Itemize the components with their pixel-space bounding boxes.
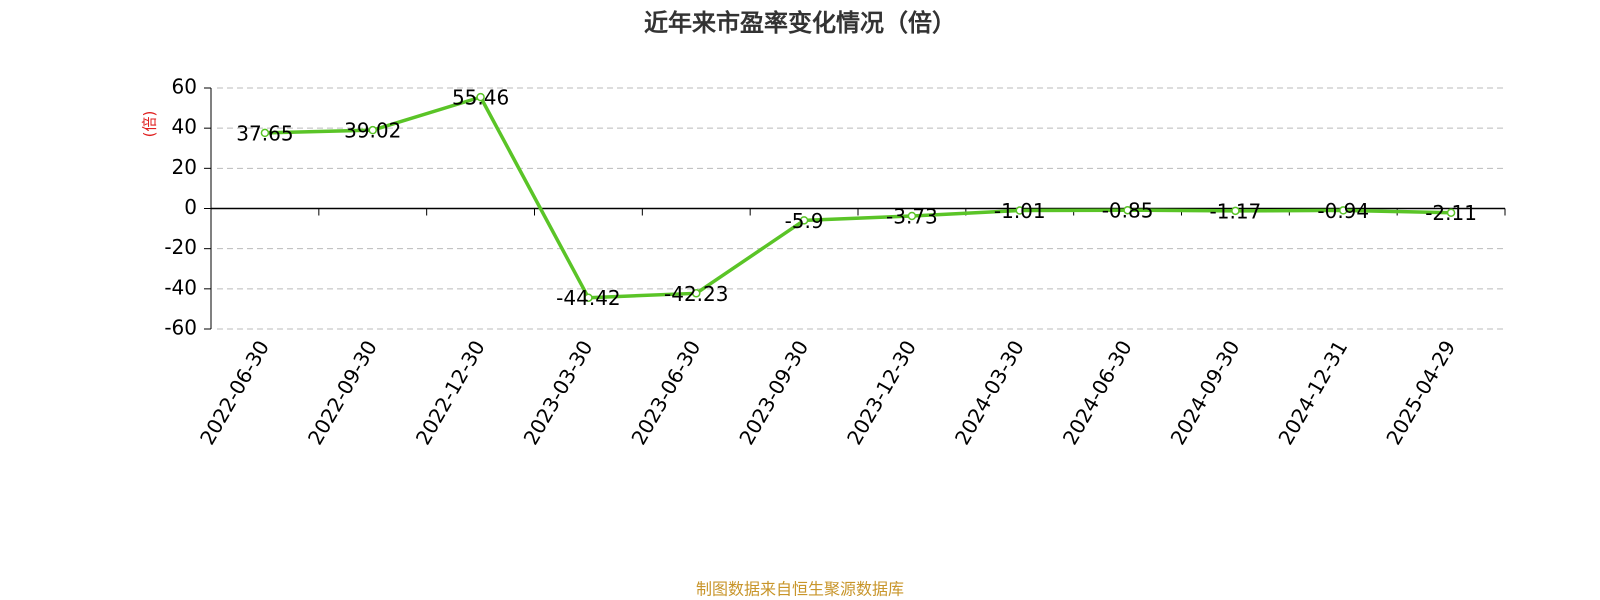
data-point [692,289,701,298]
x-tick-label: 2023-06-30 [626,336,705,449]
data-point [1015,206,1024,215]
y-tick-label: 20 [172,155,197,179]
data-point [1446,208,1456,217]
data-point [799,216,809,225]
data-label: 55.46 [452,86,509,110]
data-label: -5.9 [785,209,824,233]
data-point [260,128,270,138]
x-tick-label: 2022-09-30 [303,336,382,449]
x-tick-label: 2023-09-30 [734,336,813,449]
data-point [1339,206,1348,215]
data-label: -1.01 [994,199,1046,223]
data-point [1231,206,1240,216]
data-point [584,293,593,302]
data-point [1123,205,1132,215]
chart-title: 近年来市盈率变化情况（倍） [644,9,956,37]
data-point [368,125,377,135]
x-tick-label: 2024-03-30 [950,336,1029,449]
data-line [264,95,1452,300]
data-point [907,211,917,221]
y-tick-label: 40 [172,115,197,139]
y-tick-label: -40 [164,275,197,299]
y-tick-label: -20 [164,235,197,259]
data-label: 37.65 [236,121,293,145]
y-axis-label: (倍) [141,111,159,138]
data-label: -0.94 [1317,199,1369,223]
data-label: -42.23 [664,282,728,306]
y-tick-label: -60 [164,316,197,340]
x-tick-label: 2022-06-30 [195,336,274,449]
data-label: -3.73 [886,204,938,228]
x-tick-label: 2023-12-30 [842,336,921,449]
y-tick-label: 0 [184,195,197,219]
x-tick-label: 2022-12-30 [411,336,490,449]
x-tick-label: 2024-09-30 [1166,336,1245,449]
data-label: 39.02 [344,119,401,143]
source-note: 制图数据来自恒生聚源数据库 [696,580,904,599]
x-tick-label: 2024-06-30 [1058,336,1137,449]
data-label: -0.85 [1102,199,1154,223]
y-tick-label: 60 [172,75,197,99]
x-tick-label: 2023-03-30 [519,336,598,449]
data-label: -2.11 [1425,201,1477,225]
data-label: -44.42 [556,286,620,310]
x-tick-label: 2025-04-29 [1381,336,1460,449]
x-tick-label: 2024-12-31 [1273,336,1352,449]
data-label: -1.17 [1210,199,1262,223]
data-point [476,92,485,102]
